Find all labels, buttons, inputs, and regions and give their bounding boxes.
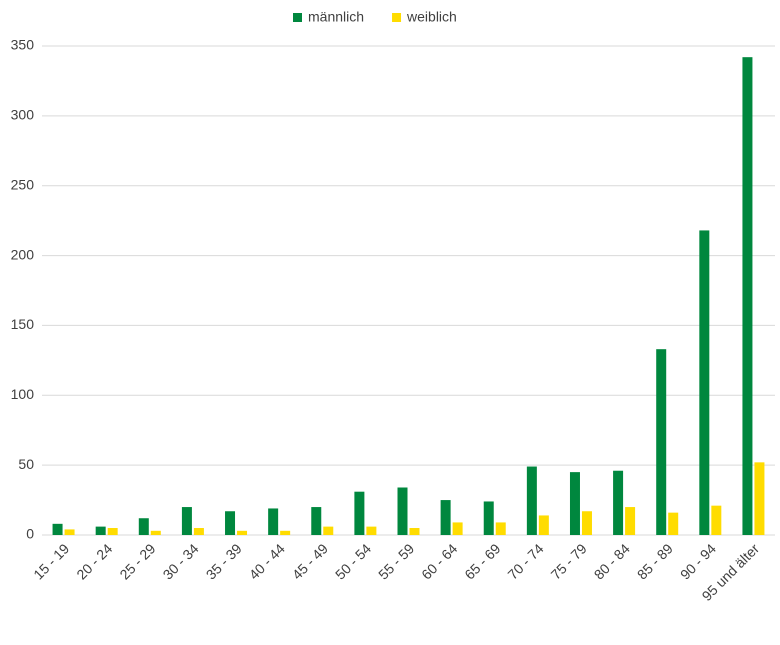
- bar: [754, 462, 765, 535]
- bar: [366, 526, 377, 535]
- bar: [699, 230, 710, 535]
- bar: [613, 470, 624, 535]
- x-tick-label: 55 - 59: [375, 540, 417, 582]
- bar: [625, 507, 636, 535]
- x-tick-label: 70 - 74: [504, 540, 546, 582]
- x-tick-label: 65 - 69: [461, 540, 503, 582]
- bar: [225, 511, 236, 535]
- bar: [64, 529, 75, 535]
- x-tick-label: 80 - 84: [591, 540, 633, 582]
- x-tick-label: 90 - 94: [677, 540, 719, 582]
- bar: [538, 515, 549, 535]
- bar: [569, 472, 580, 535]
- bar: [138, 518, 149, 535]
- x-tick-label: 60 - 64: [418, 540, 460, 582]
- x-tick-label: 50 - 54: [332, 540, 374, 582]
- bar: [452, 522, 463, 535]
- bar: [107, 528, 118, 535]
- bar: [742, 57, 753, 535]
- x-tick-label: 20 - 24: [73, 540, 115, 582]
- y-tick-label: 50: [18, 456, 34, 472]
- bar: [280, 530, 291, 535]
- y-tick-label: 150: [11, 316, 35, 332]
- bar: [495, 522, 506, 535]
- x-tick-label: 75 - 79: [548, 540, 590, 582]
- legend-swatch: [293, 13, 302, 22]
- legend-label: weiblich: [406, 9, 457, 25]
- bar: [483, 501, 494, 535]
- bar: [581, 511, 592, 535]
- x-tick-label: 45 - 49: [289, 540, 331, 582]
- bar: [323, 526, 334, 535]
- bar: [237, 530, 248, 535]
- bar: [150, 530, 161, 535]
- bar: [668, 512, 679, 535]
- bar: [440, 500, 451, 535]
- x-tick-label: 25 - 29: [116, 540, 158, 582]
- bar: [526, 466, 537, 535]
- bar: [193, 528, 204, 535]
- y-tick-label: 0: [26, 526, 34, 542]
- bar: [268, 508, 279, 535]
- y-tick-label: 350: [11, 37, 35, 53]
- x-tick-label: 15 - 19: [30, 540, 72, 582]
- bar: [409, 528, 420, 535]
- x-tick-label: 85 - 89: [634, 540, 676, 582]
- y-tick-label: 250: [11, 176, 35, 192]
- y-tick-label: 300: [11, 107, 35, 123]
- bar: [311, 507, 322, 535]
- bar: [95, 526, 106, 535]
- legend-label: männlich: [308, 9, 364, 25]
- bar: [397, 487, 408, 535]
- bar: [711, 505, 722, 535]
- legend-swatch: [392, 13, 402, 22]
- bar: [656, 349, 667, 535]
- x-tick-label: 35 - 39: [203, 540, 245, 582]
- bar: [181, 507, 192, 535]
- x-tick-label: 40 - 44: [246, 540, 288, 582]
- bar: [52, 523, 63, 535]
- bar: [354, 491, 365, 535]
- y-tick-label: 200: [11, 246, 35, 262]
- y-tick-label: 100: [11, 386, 35, 402]
- x-tick-label: 30 - 34: [160, 540, 202, 582]
